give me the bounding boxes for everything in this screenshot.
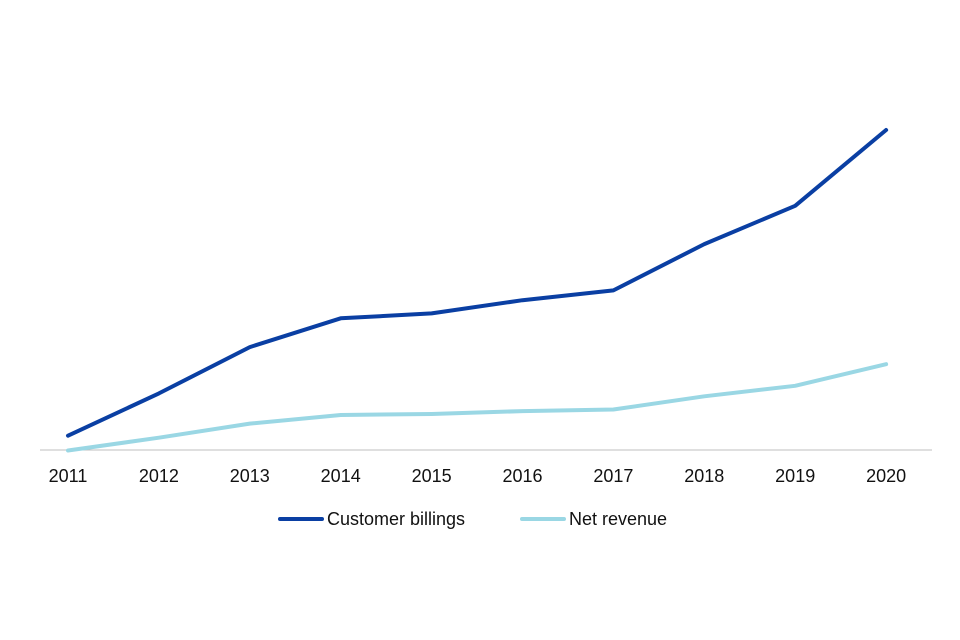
x-tick-label: 2020 — [866, 466, 906, 486]
x-tick-label: 2014 — [321, 466, 361, 486]
x-tick-label: 2017 — [593, 466, 633, 486]
x-tick-label: 2012 — [139, 466, 179, 486]
x-axis-ticks: 2011 2012 2013 2014 2015 2016 2017 2018 2019 2020 — [49, 466, 906, 486]
series-line-2 — [66, 362, 889, 453]
x-tick-label: 2015 — [412, 466, 452, 486]
legend: Customer billings Net revenue — [278, 509, 667, 529]
legend-label: Customer billings — [327, 509, 465, 529]
legend-item: Customer billings — [278, 509, 465, 529]
series-line-1 — [66, 128, 889, 438]
legend-item: Net revenue — [520, 509, 667, 529]
x-tick-label: 2016 — [502, 466, 542, 486]
x-tick-label: 2013 — [230, 466, 270, 486]
x-tick-label: 2011 — [49, 466, 88, 486]
x-tick-label: 2018 — [684, 466, 724, 486]
series-layer — [66, 128, 889, 453]
legend-label: Net revenue — [569, 509, 667, 529]
x-tick-label: 2019 — [775, 466, 815, 486]
